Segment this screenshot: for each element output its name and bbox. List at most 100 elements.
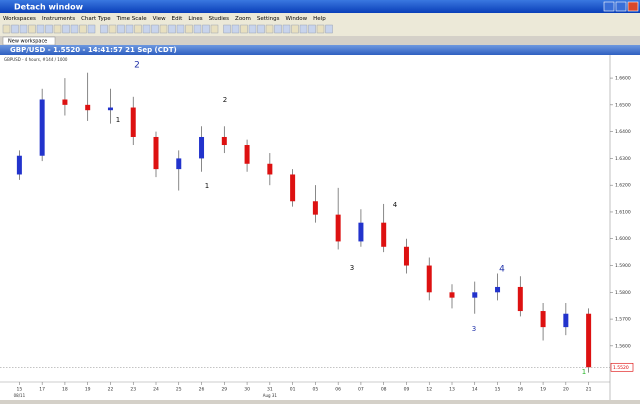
x-tick-label: 07 — [358, 387, 364, 393]
toolbar-button[interactable] — [19, 24, 28, 34]
menu-item[interactable]: Workspaces — [3, 16, 36, 22]
x-tick-label: 08 — [381, 387, 387, 393]
candle-body — [540, 311, 546, 328]
x-tick-label: 16 — [517, 387, 523, 393]
x-tick-label: 23 — [130, 387, 136, 393]
toolbar-button[interactable] — [87, 24, 96, 34]
toolbar-button[interactable] — [45, 24, 53, 34]
chart-subtitle: GBPUSD - 4 hours, #144 / 1000 — [4, 57, 68, 62]
candle-body — [244, 145, 250, 164]
wave-label: 3 — [350, 264, 354, 272]
toolbar-button[interactable] — [100, 24, 108, 34]
candle-body — [563, 313, 569, 328]
y-tick-label: 1.6400 — [615, 129, 631, 135]
tab-label: New workspace — [8, 39, 47, 45]
toolbar-button[interactable] — [291, 24, 299, 34]
candle-body — [107, 107, 113, 111]
toolbar-button[interactable] — [36, 24, 45, 34]
menu-item[interactable]: View — [153, 16, 167, 22]
toolbar-button[interactable] — [28, 24, 36, 34]
title-bar — [0, 0, 640, 13]
toolbar-button[interactable] — [240, 24, 248, 34]
last-price-label: 1.5520 — [613, 365, 629, 371]
toolbar-button[interactable] — [134, 24, 142, 34]
toolbar-button[interactable] — [125, 24, 134, 34]
candle-body — [403, 246, 409, 266]
toolbar-button[interactable] — [70, 24, 79, 34]
toolbar-button[interactable] — [210, 24, 219, 34]
toolbar-button[interactable] — [62, 24, 70, 34]
toolbar-button[interactable] — [79, 24, 87, 34]
toolbar-button[interactable] — [299, 24, 308, 34]
x-tick-label: 15 — [495, 387, 501, 393]
menu-item[interactable]: Instruments — [42, 16, 75, 22]
toolbar-button[interactable] — [53, 24, 62, 34]
x-tick-label: 30 — [244, 387, 250, 393]
candle-body — [176, 158, 182, 170]
menu-item[interactable]: Studies — [209, 16, 230, 22]
toolbar-button[interactable] — [11, 24, 19, 34]
toolbar-button[interactable] — [231, 24, 240, 34]
toolbar-button[interactable] — [151, 24, 159, 34]
wave-label: 1 — [205, 182, 209, 190]
maximize-button[interactable] — [615, 1, 627, 12]
date-note: Aug 31 — [263, 393, 278, 398]
menu-item[interactable]: Chart Type — [81, 16, 111, 22]
close-button[interactable] — [627, 1, 639, 12]
toolbar-button[interactable] — [316, 24, 325, 34]
y-tick-label: 1.6600 — [615, 76, 631, 82]
x-tick-label: 21 — [586, 387, 592, 393]
toolbar-button[interactable] — [108, 24, 117, 34]
menu-item[interactable]: Edit — [172, 16, 183, 22]
toolbar-button[interactable] — [257, 24, 265, 34]
toolbar-button[interactable] — [223, 24, 231, 34]
candle-body — [358, 222, 364, 242]
x-tick-label: 14 — [472, 387, 478, 393]
x-tick-label: 31 — [267, 387, 273, 393]
toolbar-button[interactable] — [274, 24, 282, 34]
candle-body — [130, 107, 136, 137]
candle-body — [335, 214, 341, 242]
toolbar-button[interactable] — [265, 24, 274, 34]
y-tick-label: 1.6000 — [615, 236, 631, 242]
toolbar-button[interactable] — [176, 24, 185, 34]
chart-title: GBP/USD - 1.5520 - 14:41:57 21 Sep (CDT) — [10, 46, 177, 54]
x-tick-label: 19 — [85, 387, 91, 393]
menu-item[interactable]: Window — [285, 16, 307, 22]
y-tick-label: 1.5700 — [615, 317, 631, 323]
toolbar-button[interactable] — [117, 24, 125, 34]
candle-body — [426, 265, 432, 293]
x-tick-label: 26 — [199, 387, 205, 393]
menu-item[interactable]: Settings — [257, 16, 280, 22]
wave-label: 2 — [134, 61, 140, 71]
toolbar-button[interactable] — [202, 24, 210, 34]
candle-body — [586, 313, 592, 368]
toolbar-button[interactable] — [308, 24, 316, 34]
toolbar-button[interactable] — [248, 24, 257, 34]
x-tick-label: 06 — [335, 387, 341, 393]
menu-item[interactable]: Help — [313, 16, 326, 22]
toolbar-button[interactable] — [168, 24, 176, 34]
toolbar-button[interactable] — [185, 24, 193, 34]
chart-window-header — [0, 45, 640, 55]
toolbar-button[interactable] — [282, 24, 291, 34]
toolbar-button[interactable] — [142, 24, 151, 34]
toolbar-button[interactable] — [2, 24, 11, 34]
x-tick-label: 17 — [39, 387, 45, 393]
toolbar-button[interactable] — [193, 24, 202, 34]
toolbar-button[interactable] — [325, 24, 333, 34]
candle-body — [472, 292, 478, 298]
y-tick-label: 1.6100 — [615, 209, 631, 215]
menu-item[interactable]: Lines — [188, 16, 202, 22]
y-tick-label: 1.6200 — [615, 183, 631, 189]
x-tick-label: 12 — [426, 387, 432, 393]
toolbar-button[interactable] — [159, 24, 168, 34]
wave-label: 2 — [223, 96, 227, 104]
menu-item[interactable]: Time Scale — [116, 16, 148, 22]
menu-item[interactable]: Zoom — [235, 16, 251, 22]
menu-bar — [0, 13, 640, 23]
minimize-button[interactable] — [603, 1, 615, 12]
candle-body — [153, 136, 159, 170]
candle-body — [62, 99, 68, 105]
